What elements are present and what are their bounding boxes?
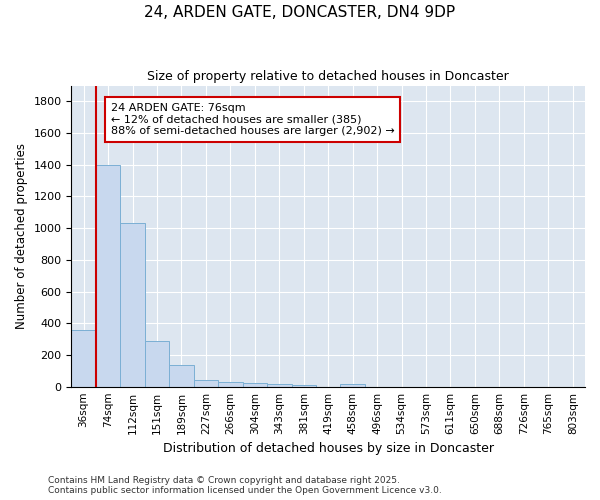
Bar bbox=[267, 384, 292, 386]
Bar bbox=[145, 340, 169, 386]
Bar bbox=[292, 385, 316, 386]
Text: 24 ARDEN GATE: 76sqm
← 12% of detached houses are smaller (385)
88% of semi-deta: 24 ARDEN GATE: 76sqm ← 12% of detached h… bbox=[110, 103, 394, 136]
Bar bbox=[194, 380, 218, 386]
Bar bbox=[242, 382, 267, 386]
Bar bbox=[71, 330, 96, 386]
Text: Contains HM Land Registry data © Crown copyright and database right 2025.
Contai: Contains HM Land Registry data © Crown c… bbox=[48, 476, 442, 495]
Y-axis label: Number of detached properties: Number of detached properties bbox=[15, 143, 28, 329]
Bar bbox=[96, 165, 121, 386]
Bar bbox=[218, 382, 242, 386]
Bar bbox=[169, 366, 194, 386]
X-axis label: Distribution of detached houses by size in Doncaster: Distribution of detached houses by size … bbox=[163, 442, 494, 455]
Bar bbox=[340, 384, 365, 386]
Text: 24, ARDEN GATE, DONCASTER, DN4 9DP: 24, ARDEN GATE, DONCASTER, DN4 9DP bbox=[145, 5, 455, 20]
Title: Size of property relative to detached houses in Doncaster: Size of property relative to detached ho… bbox=[148, 70, 509, 83]
Bar bbox=[121, 224, 145, 386]
